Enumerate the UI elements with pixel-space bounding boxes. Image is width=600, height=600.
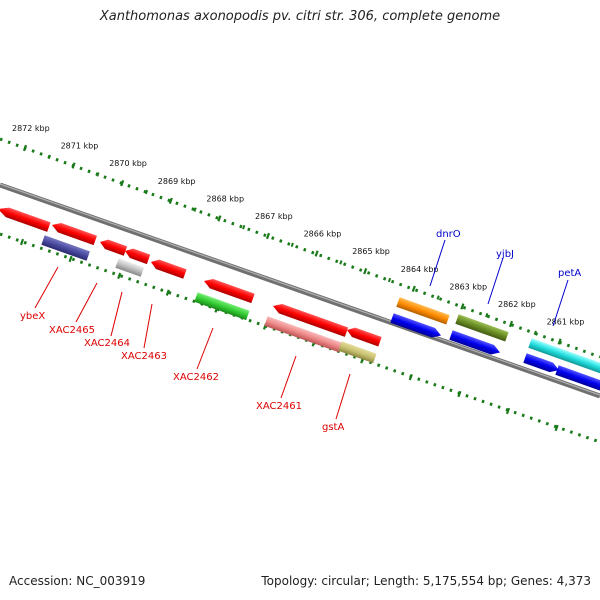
- inner-ring-tick: [505, 407, 511, 415]
- label-XAC2461: XAC2461: [256, 401, 302, 412]
- scale-minor-tick: [339, 260, 343, 265]
- gene-dnrO[interactable]: [390, 313, 442, 340]
- gene-petA[interactable]: [523, 353, 560, 374]
- gene-XAC2464[interactable]: [98, 237, 128, 256]
- scale-tick-label: 2864 kbp: [401, 265, 439, 274]
- scale-tick-label: 2868 kbp: [206, 194, 244, 203]
- inner-ring-tick: [117, 272, 122, 279]
- label-petA: petA: [558, 268, 581, 279]
- gene-XAC2463b[interactable]: [149, 257, 187, 279]
- label-XAC2464: XAC2464: [84, 338, 130, 349]
- inner-scale-ring: [0, 232, 600, 444]
- gene-XAC2464-cds[interactable]: [115, 258, 145, 277]
- scale-tick-label: 2863 kbp: [449, 282, 487, 291]
- gene-petA-cds[interactable]: [528, 338, 600, 375]
- scale-minor-tick: [144, 189, 149, 195]
- scale-tick: [217, 215, 222, 222]
- inner-ring-tick: [165, 289, 170, 296]
- scale-tick: [22, 144, 28, 152]
- inner-ring-tick: [19, 238, 25, 246]
- gene-yjbJ-cds[interactable]: [455, 314, 509, 342]
- gene-XAC2462[interactable]: [202, 276, 255, 304]
- accession-text: Accession: NC_003919: [9, 574, 146, 588]
- scale-tick: [508, 320, 514, 328]
- scale-tick-label: 2867 kbp: [255, 212, 293, 221]
- scale-tick: [265, 232, 271, 240]
- scale-tick: [557, 338, 562, 345]
- genome-backbone: [0, 182, 600, 399]
- inner-ring-tick: [457, 390, 462, 398]
- scale-tick: [314, 250, 319, 257]
- gene-XAC2461-cds[interactable]: [264, 316, 343, 353]
- genome-title: Xanthomonas axonopodis pv. citri str. 30…: [99, 9, 501, 24]
- label-gstA: gstA: [322, 422, 344, 433]
- gene-gstA[interactable]: [345, 325, 382, 347]
- scale-minor-tick: [436, 295, 440, 300]
- gene-XAC2463[interactable]: [123, 246, 151, 265]
- reverse-label-leaders: [34, 266, 351, 420]
- scale-tick-label: 2872 kbp: [12, 124, 50, 133]
- inner-ring-tick: [68, 255, 73, 263]
- inner-ring-tick: [408, 374, 413, 381]
- scale-minor-tick: [387, 277, 392, 283]
- scale-minor-tick: [96, 172, 100, 177]
- scale-tick: [460, 303, 465, 310]
- gene-XAC2465[interactable]: [50, 220, 98, 246]
- gene-petA-next[interactable]: [555, 365, 600, 394]
- scale-tick-label: 2870 kbp: [109, 159, 147, 168]
- scale-tick-label: 2861 kbp: [547, 318, 585, 327]
- label-dnrO: dnrO: [436, 229, 461, 240]
- scale-minor-tick: [47, 154, 51, 160]
- scale-tick: [120, 180, 125, 187]
- label-XAC2462: XAC2462: [173, 372, 219, 383]
- scale-minor-tick: [193, 207, 197, 212]
- genome-backbone-highlight: [0, 183, 600, 396]
- label-XAC2463: XAC2463: [121, 351, 167, 362]
- gene-ybeX[interactable]: [0, 204, 51, 232]
- gene-XAC2461[interactable]: [271, 301, 349, 337]
- label-yjbJ: yjbJ: [496, 249, 514, 260]
- scale-tick: [363, 268, 368, 275]
- scale-tick-label: 2866 kbp: [304, 230, 342, 239]
- gene-gstA-cds[interactable]: [338, 341, 377, 364]
- scale-minor-tick: [242, 224, 246, 230]
- gene-dnrO-cds[interactable]: [396, 297, 450, 325]
- genome-summary-text: Topology: circular; Length: 5,175,554 bp…: [261, 574, 591, 588]
- gene-XAC2465-cds[interactable]: [41, 235, 90, 261]
- gene-XAC2462-cds[interactable]: [194, 292, 250, 321]
- label-ybeX: ybeX: [20, 311, 45, 322]
- label-XAC2465: XAC2465: [49, 325, 95, 336]
- scale-tick-label: 2862 kbp: [498, 300, 536, 309]
- inner-ring-tick: [554, 424, 559, 432]
- scale-tick-label: 2865 kbp: [352, 247, 390, 256]
- scale-tick: [411, 285, 416, 292]
- scale-tick: [168, 197, 173, 204]
- scale-tick-marks: [19, 144, 562, 432]
- scale-tick: [71, 162, 76, 169]
- scale-minor-tick: [290, 242, 294, 248]
- scale-tick-label: 2869 kbp: [158, 177, 196, 186]
- forward-label-leaders: [429, 239, 569, 327]
- scale-minor-tick: [485, 312, 489, 318]
- gene-yjbJ[interactable]: [449, 330, 501, 357]
- scale-minor-tick: [533, 330, 537, 336]
- scale-tick-label: 2871 kbp: [61, 142, 99, 151]
- scale-tick-labels: 2872 kbp 2871 kbp 2870 kbp 2869 kbp 2868 kbp…: [12, 124, 584, 327]
